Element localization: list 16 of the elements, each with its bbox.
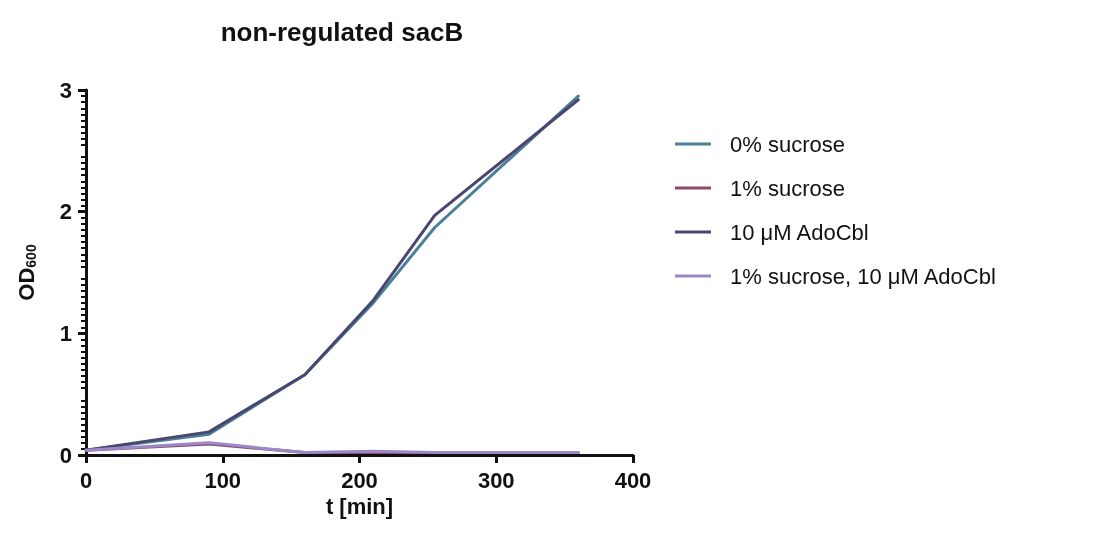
y-tick-label: 0 xyxy=(59,442,72,468)
legend-label: 1% sucrose, 10 μM AdoCbl xyxy=(730,263,996,289)
x-tick-label: 400 xyxy=(614,467,652,493)
legend-label: 1% sucrose xyxy=(730,175,845,201)
y-axis-title: OD600 xyxy=(13,244,39,301)
y-tick-label: 2 xyxy=(59,199,72,225)
x-axis-title: t [min] xyxy=(325,494,394,520)
legend-label: 0% sucrose xyxy=(730,131,845,157)
x-tick-label: 0 xyxy=(79,467,93,493)
chart-title: non-regulated sacB xyxy=(220,17,464,47)
y-tick-label: 1 xyxy=(59,320,72,346)
y-tick-label: 3 xyxy=(59,77,72,103)
x-tick-label: 100 xyxy=(204,467,242,493)
legend-label: 10 μM AdoCbl xyxy=(730,219,869,245)
x-tick-label: 300 xyxy=(477,467,515,493)
x-tick-label: 200 xyxy=(341,467,378,493)
